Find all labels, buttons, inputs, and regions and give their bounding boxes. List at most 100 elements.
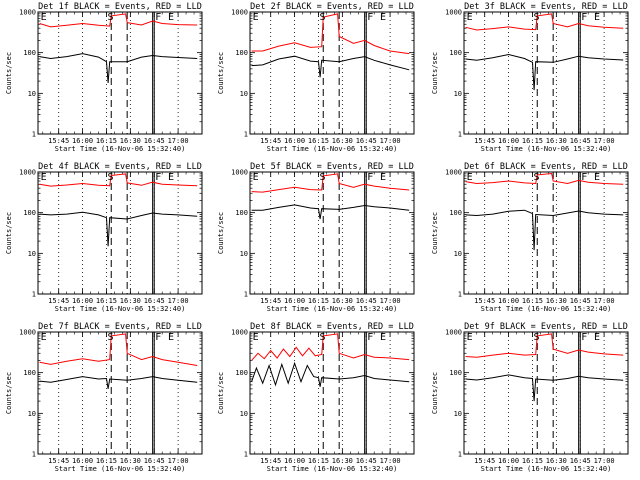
y-axis-label: Counts/sec	[217, 52, 225, 94]
x-tick-label: 16:00	[72, 457, 93, 465]
x-tick-label: 17:00	[168, 137, 189, 145]
series-line-lld	[39, 13, 198, 28]
y-tick-label: 1000	[231, 329, 248, 337]
panel-title: Det 1f BLACK = Events, RED = LLD	[38, 2, 202, 12]
y-tick-label: 1000	[19, 329, 36, 337]
x-tick-label: 16:00	[498, 457, 519, 465]
panel-title: Det 9f BLACK = Events, RED = LLD	[464, 322, 628, 332]
panel-det-9f: Det 9f BLACK = Events, RED = LLD 1 10 100 10…	[431, 322, 629, 473]
x-tick-label: 16:15	[96, 297, 117, 305]
y-tick-label: 10	[28, 90, 36, 98]
x-tick-label: 16:00	[72, 297, 93, 305]
plot-frame	[463, 331, 629, 455]
y-tick-label: 100	[23, 49, 36, 57]
series-line-lld	[465, 172, 624, 185]
y-tick-label: 1000	[445, 9, 462, 17]
panel-det-8f: Det 8f BLACK = Events, RED = LLD 1 10 100 10…	[217, 322, 415, 473]
x-tick-label: 16:45	[144, 137, 165, 145]
series-line-events	[465, 374, 624, 402]
flag-label-s: S	[107, 332, 113, 343]
x-tick-label: 16:45	[144, 457, 165, 465]
plot-frame	[37, 11, 203, 135]
y-tick-label: 100	[23, 209, 36, 217]
plot-frame	[249, 331, 415, 455]
panel-title: Det 7f BLACK = Events, RED = LLD	[38, 322, 202, 332]
flag-label-e: E	[253, 332, 259, 343]
flag-label-f: F	[367, 12, 373, 23]
y-tick-label: 100	[235, 209, 248, 217]
plot-frame	[249, 171, 415, 295]
x-tick-label: 16:45	[570, 457, 591, 465]
series-line-events	[39, 53, 198, 84]
y-tick-label: 100	[449, 49, 462, 57]
panel-det-2f: Det 2f BLACK = Events, RED = LLD 1 10 100 10…	[217, 2, 415, 153]
flag-label-s: S	[319, 12, 325, 23]
x-tick-label: 16:45	[356, 137, 377, 145]
flag-label-e: E	[380, 12, 386, 23]
plot-frame	[463, 11, 629, 135]
flag-label-e: E	[168, 12, 174, 23]
x-axis-label: Start Time (16-Nov-06 15:32:40)	[55, 145, 186, 153]
flag-label-e: E	[467, 332, 473, 343]
panel-title: Det 8f BLACK = Events, RED = LLD	[250, 322, 414, 332]
y-tick-label: 1000	[445, 169, 462, 177]
y-tick-label: 1	[32, 131, 36, 139]
series-line-lld	[251, 173, 410, 193]
y-tick-label: 10	[240, 90, 248, 98]
x-tick-label: 16:30	[332, 297, 353, 305]
y-axis-label: Counts/sec	[431, 372, 439, 414]
x-tick-label: 16:30	[546, 137, 567, 145]
x-axis-label: Start Time (16-Nov-06 15:32:40)	[55, 305, 186, 313]
flag-label-e: E	[594, 332, 600, 343]
x-tick-label: 16:15	[308, 297, 329, 305]
x-tick-label: 15:45	[260, 137, 281, 145]
flag-label-s: S	[107, 12, 113, 23]
x-tick-label: 17:00	[168, 297, 189, 305]
flag-label-f: F	[581, 332, 587, 343]
y-tick-label: 1000	[231, 169, 248, 177]
x-axis-label: Start Time (16-Nov-06 15:32:40)	[481, 465, 612, 473]
flag-label-s: S	[319, 172, 325, 183]
x-tick-label: 16:00	[498, 297, 519, 305]
x-tick-label: 16:45	[570, 137, 591, 145]
series-line-events	[251, 204, 410, 220]
x-tick-label: 16:00	[498, 137, 519, 145]
flag-label-f: F	[367, 332, 373, 343]
x-tick-label: 17:00	[380, 457, 401, 465]
x-tick-label: 16:15	[522, 297, 543, 305]
x-axis-label: Start Time (16-Nov-06 15:32:40)	[481, 145, 612, 153]
x-tick-label: 15:45	[474, 137, 495, 145]
series-line-lld	[251, 333, 410, 361]
y-tick-label: 10	[240, 410, 248, 418]
y-tick-label: 1	[458, 131, 462, 139]
flag-label-f: F	[367, 172, 373, 183]
series-line-events	[251, 361, 410, 387]
series-line-events	[39, 211, 198, 247]
panel-det-3f: Det 3f BLACK = Events, RED = LLD 1 10 100 10…	[431, 2, 629, 153]
x-tick-label: 16:30	[120, 137, 141, 145]
x-tick-label: 16:15	[308, 137, 329, 145]
x-tick-label: 17:00	[380, 297, 401, 305]
x-tick-label: 16:15	[522, 137, 543, 145]
panel-det-6f: Det 6f BLACK = Events, RED = LLD 1 10 100 10…	[431, 162, 629, 313]
flag-label-e: E	[168, 332, 174, 343]
plot-frame	[249, 11, 415, 135]
y-tick-label: 1000	[19, 9, 36, 17]
panel-det-1f: Det 1f BLACK = Events, RED = LLD 1 10 100 10…	[5, 2, 203, 153]
x-tick-label: 16:00	[284, 457, 305, 465]
flag-label-e: E	[41, 12, 47, 23]
plot-frame	[463, 171, 629, 295]
x-tick-label: 16:15	[96, 457, 117, 465]
flag-label-e: E	[380, 172, 386, 183]
x-tick-label: 15:45	[48, 297, 69, 305]
x-tick-label: 15:45	[474, 457, 495, 465]
y-axis-label: Counts/sec	[5, 212, 13, 254]
x-tick-label: 15:45	[260, 457, 281, 465]
y-tick-label: 1	[244, 451, 248, 459]
y-tick-label: 10	[454, 250, 462, 258]
y-tick-label: 1	[32, 451, 36, 459]
flag-label-e: E	[253, 172, 259, 183]
x-tick-label: 16:15	[522, 457, 543, 465]
flag-label-e: E	[168, 172, 174, 183]
y-tick-label: 1000	[19, 169, 36, 177]
